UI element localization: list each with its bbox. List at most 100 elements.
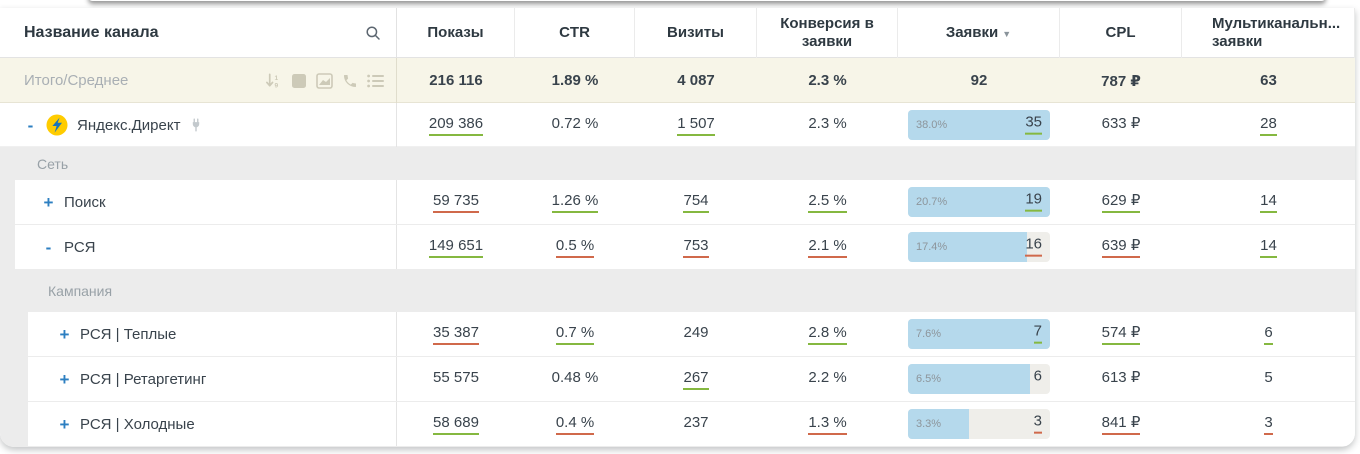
group-label-campaign: Кампания [48,282,113,299]
leads-bar: 3.3% 3 [908,409,1050,439]
sort-numeric-icon[interactable]: 1 9 [265,73,282,89]
column-header-channel-name[interactable]: Название канала [0,8,397,58]
cell-multichannel[interactable]: 5 [1264,368,1273,386]
table-row-poisk: + Поиск 59 735 1.26 % 754 2.5 % 20.7% 19 … [15,180,1355,224]
cell-leads[interactable]: 7.6% 7 [898,319,1060,349]
cell-ctr[interactable]: 0.7 % [515,324,635,345]
cell-multichannel[interactable]: 14 [1182,237,1355,258]
cell-multichannel[interactable]: 14 [1182,192,1355,213]
network-link[interactable]: РСЯ [64,238,96,256]
cell-visits[interactable]: 1 507 [635,115,757,136]
totals-conversion: 2.3 % [808,72,847,89]
collapse-toggle[interactable]: - [45,237,52,257]
cell-conversion[interactable]: 2.2 % [808,368,847,386]
cell-cpl[interactable]: 633 ₽ [1101,115,1141,132]
totals-shows: 216 116 [429,72,483,89]
channels-table-card: Название канала Показы CTR Визиты Конвер… [0,8,1355,447]
column-header-visits[interactable]: Визиты [635,8,757,58]
group-label-network: Сеть [37,155,69,172]
cell-cpl[interactable]: 841 ₽ [1060,413,1182,435]
plug-icon[interactable] [189,117,203,133]
cell-visits[interactable]: 754 [635,192,757,213]
cell-leads[interactable]: 20.7% 19 [898,187,1060,217]
cell-shows[interactable]: 209 386 [397,115,515,136]
cell-multichannel[interactable]: 28 [1182,115,1355,136]
leads-bar: 6.5% 6 [908,364,1050,394]
leads-bar: 20.7% 19 [908,187,1050,217]
expand-toggle[interactable]: + [59,414,70,434]
totals-visits: 4 087 [677,72,715,89]
cell-ctr[interactable]: 0.4 % [515,414,635,435]
cell-visits[interactable]: 753 [635,237,757,258]
sort-desc-icon: ▼ [1002,28,1012,39]
table-row-rsya-retargeting: + РСЯ | Ретаргетинг 55 575 0.48 % 267 2.… [28,357,1355,401]
collapse-toggle[interactable]: - [27,115,34,135]
table-row-rsya: - РСЯ 149 651 0.5 % 753 2.1 % 17.4% 16 63… [15,225,1355,269]
cell-cpl[interactable]: 613 ₽ [1101,369,1141,386]
cell-visits[interactable]: 237 [683,413,709,431]
cell-cpl[interactable]: 574 ₽ [1060,323,1182,345]
cell-multichannel[interactable]: 3 [1182,414,1355,435]
table-row-yandex-direct: - Яндекс.Директ 209 386 0.72 % 1 507 2.3… [0,103,1355,147]
cell-leads[interactable]: 17.4% 16 [898,232,1060,262]
cell-conversion[interactable]: 2.1 % [757,237,898,258]
leads-bar: 7.6% 7 [908,319,1050,349]
campaign-link[interactable]: РСЯ | Ретаргетинг [80,370,207,388]
svg-text:9: 9 [274,82,278,88]
campaign-link[interactable]: РСЯ | Теплые [80,325,177,343]
column-header-shows[interactable]: Показы [397,8,515,58]
list-icon[interactable] [367,74,384,88]
cell-shows[interactable]: 55 575 [433,368,479,386]
network-group: Сеть + Поиск 59 735 1.26 % 754 2.5 % 20.… [0,147,1355,447]
cell-cpl[interactable]: 639 ₽ [1060,236,1182,258]
yandex-direct-logo [46,114,68,136]
cell-visits[interactable]: 249 [683,323,709,341]
column-header-multichannel-leads[interactable]: Мультиканальн... заявки [1182,8,1355,58]
panel-top-shadow [88,0,1326,1]
cell-conversion[interactable]: 1.3 % [757,414,898,435]
channel-link[interactable]: Яндекс.Директ [77,116,181,134]
network-link[interactable]: Поиск [64,193,106,211]
search-icon[interactable] [364,24,382,42]
column-header-leads[interactable]: Заявки ▼ [898,8,1060,58]
cell-shows[interactable]: 35 387 [397,324,515,345]
totals-row: Итого/Среднее 1 9 [0,58,1355,103]
table-row-rsya-teplye: + РСЯ | Теплые 35 387 0.7 % 249 2.8 % 7.… [28,312,1355,356]
cell-ctr[interactable]: 0.5 % [515,237,635,258]
totals-leads: 92 [970,72,988,89]
phone-icon[interactable] [342,73,358,89]
expand-toggle[interactable]: + [43,192,54,212]
cell-cpl[interactable]: 629 ₽ [1060,191,1182,213]
totals-multichannel: 63 [1260,72,1277,89]
totals-ctr: 1.89 % [551,72,599,89]
cell-leads[interactable]: 3.3% 3 [898,409,1060,439]
cell-leads[interactable]: 38.0% 35 [898,110,1060,140]
cell-shows[interactable]: 59 735 [397,192,515,213]
cell-leads[interactable]: 6.5% 6 [898,364,1060,394]
leads-bar: 17.4% 16 [908,232,1050,262]
cell-ctr[interactable]: 0.72 % [551,114,599,132]
table-header-row: Название канала Показы CTR Визиты Конвер… [0,8,1355,58]
cell-ctr[interactable]: 0.48 % [551,368,599,386]
cell-shows[interactable]: 58 689 [397,414,515,435]
campaign-link[interactable]: РСЯ | Холодные [80,415,195,433]
column-header-cpl[interactable]: CPL [1060,8,1182,58]
cell-conversion[interactable]: 2.5 % [757,192,898,213]
cell-ctr[interactable]: 1.26 % [515,192,635,213]
svg-text:1: 1 [274,75,278,82]
expand-toggle[interactable]: + [59,324,70,344]
columns-icon[interactable] [291,73,307,89]
cell-conversion[interactable]: 2.8 % [757,324,898,345]
leads-bar: 38.0% 35 [908,110,1050,140]
column-header-ctr[interactable]: CTR [515,8,635,58]
cell-shows[interactable]: 149 651 [397,237,515,258]
column-header-conversion[interactable]: Конверсия в заявки [757,8,898,58]
totals-label: Итого/Среднее [24,72,129,89]
cell-multichannel[interactable]: 6 [1182,324,1355,345]
channel-name-header-label: Название канала [24,24,159,41]
cell-visits[interactable]: 267 [635,369,757,390]
cell-conversion[interactable]: 2.3 % [808,114,847,132]
expand-toggle[interactable]: + [59,369,70,389]
chart-icon[interactable] [316,72,333,89]
